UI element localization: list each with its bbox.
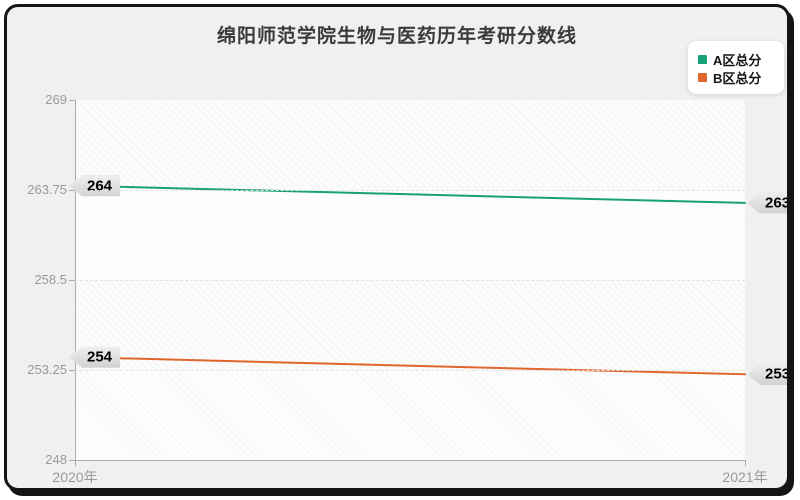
y-axis-tick-label: 263.75 xyxy=(27,182,67,197)
x-axis-tick xyxy=(75,460,76,466)
y-axis-tick-label: 253.25 xyxy=(27,362,67,377)
x-axis-label-2020: 2020年 xyxy=(52,469,98,485)
point-label-b-2021: 253 xyxy=(747,363,787,385)
series-line-a xyxy=(74,184,746,204)
y-axis-tick xyxy=(69,100,75,101)
legend-swatch-a-icon xyxy=(698,54,707,64)
legend: A区总分 B区总分 xyxy=(688,41,784,94)
gridline xyxy=(75,370,745,371)
gridline xyxy=(75,280,745,281)
point-label-b-2020: 254 xyxy=(69,346,121,368)
x-axis-tick xyxy=(745,460,746,466)
chart-card: 绵阳师范学院生物与医药历年考研分数线 2020年 2021年 264 263 2… xyxy=(4,4,790,491)
legend-item-b[interactable]: B区总分 xyxy=(698,69,774,86)
y-axis-tick-label: 258.5 xyxy=(34,272,67,287)
legend-swatch-b-icon xyxy=(698,72,707,82)
legend-label-b: B区总分 xyxy=(713,70,762,86)
y-axis-tick-label: 248 xyxy=(45,452,67,467)
point-label-a-2021: 263 xyxy=(747,192,787,214)
y-axis-tick-label: 269 xyxy=(45,92,67,107)
legend-item-a[interactable]: A区总分 xyxy=(698,51,774,68)
y-axis-tick xyxy=(69,190,75,191)
y-axis-tick xyxy=(69,370,75,371)
split-area-band xyxy=(75,190,745,280)
series-lines xyxy=(74,184,746,376)
series-line-b xyxy=(74,356,746,376)
split-area-band xyxy=(75,370,745,460)
chart-title: 绵阳师范学院生物与医药历年考研分数线 xyxy=(216,26,577,47)
legend-label-a: A区总分 xyxy=(713,52,762,68)
x-axis-line xyxy=(75,460,746,461)
y-axis-tick xyxy=(69,460,75,461)
gridline xyxy=(75,190,745,191)
y-axis-tick xyxy=(69,280,75,281)
x-axis-label-2021: 2021年 xyxy=(722,469,768,485)
